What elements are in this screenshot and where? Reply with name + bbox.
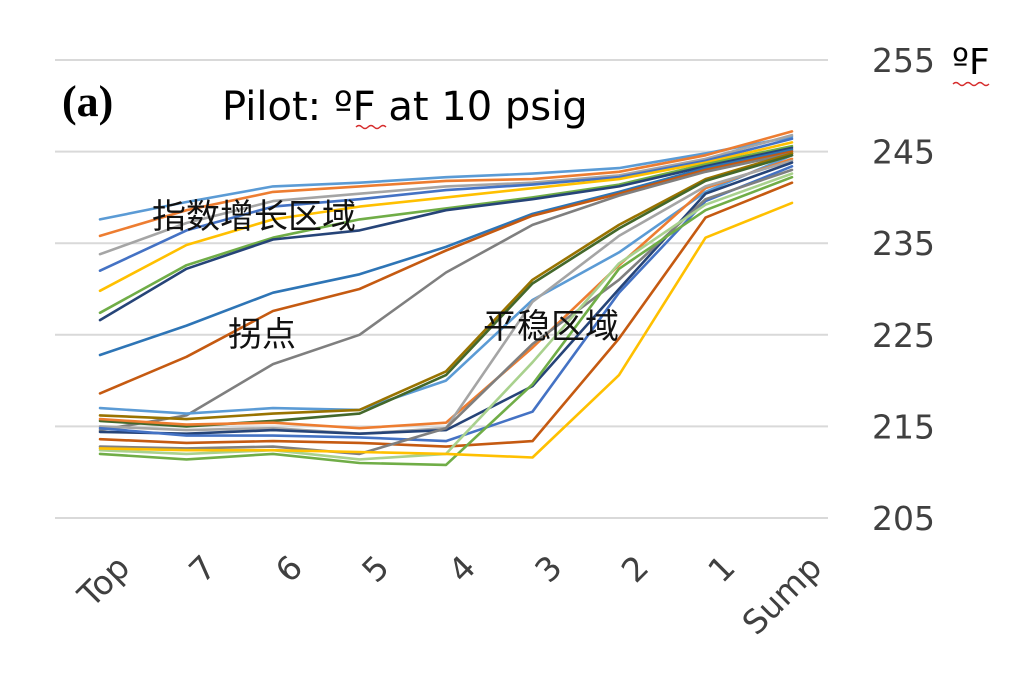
- series-line-7: [98, 146, 794, 322]
- x-tick-label: 7: [181, 548, 223, 590]
- series-line-21: [98, 175, 794, 467]
- series-line-10: [98, 152, 794, 432]
- annotation-inflection-point: 拐点: [228, 315, 296, 355]
- series-line-2: [98, 130, 794, 238]
- unit-spell-underline: [952, 81, 990, 87]
- series-line-1: [98, 135, 794, 221]
- series-line-19: [98, 168, 794, 456]
- y-tick-label: 215: [872, 407, 935, 446]
- x-tick-label: 3: [527, 548, 569, 590]
- x-tick-label: 5: [354, 548, 396, 590]
- series-line-5: [98, 141, 794, 293]
- series-line-9: [98, 150, 794, 395]
- x-tick-label: Top: [70, 548, 138, 616]
- series-line-22: [98, 201, 794, 459]
- y-tick-label: 245: [872, 133, 935, 172]
- annotation-plateau-region: 平稳区域: [483, 307, 619, 347]
- y-tick-label: 255: [872, 41, 935, 80]
- y-tick-label: 205: [872, 499, 935, 538]
- series-line-4: [98, 137, 794, 273]
- y-tick-label: 235: [872, 224, 935, 263]
- series-lines: [98, 130, 794, 467]
- series-line-3: [98, 133, 794, 256]
- annotations: 指数增长区域 拐点 平稳区域: [152, 197, 619, 355]
- x-tick-label: Sump: [734, 548, 829, 643]
- unit-label: ºF: [952, 42, 990, 83]
- series-line-18: [98, 181, 794, 448]
- panel-label: (a): [62, 77, 113, 126]
- series-line-14: [98, 157, 794, 430]
- series-line-11: [98, 154, 794, 415]
- x-tick-label: 6: [268, 548, 310, 590]
- x-tick-label: 2: [614, 548, 656, 590]
- series-line-6: [98, 144, 794, 315]
- series-line-8: [98, 148, 794, 357]
- title-spell-underline: [355, 124, 387, 130]
- series-line-12: [98, 152, 794, 421]
- y-axis-ticks: 205 215 225 235 245 255: [872, 41, 935, 538]
- x-tick-label: 1: [700, 548, 742, 590]
- series-line-17: [98, 165, 794, 443]
- x-tick-label: 4: [441, 548, 483, 590]
- annotation-exponential-region: 指数增长区域: [152, 197, 356, 237]
- y-tick-label: 225: [872, 316, 935, 355]
- chart-title: Pilot: ºF at 10 psig: [222, 84, 588, 130]
